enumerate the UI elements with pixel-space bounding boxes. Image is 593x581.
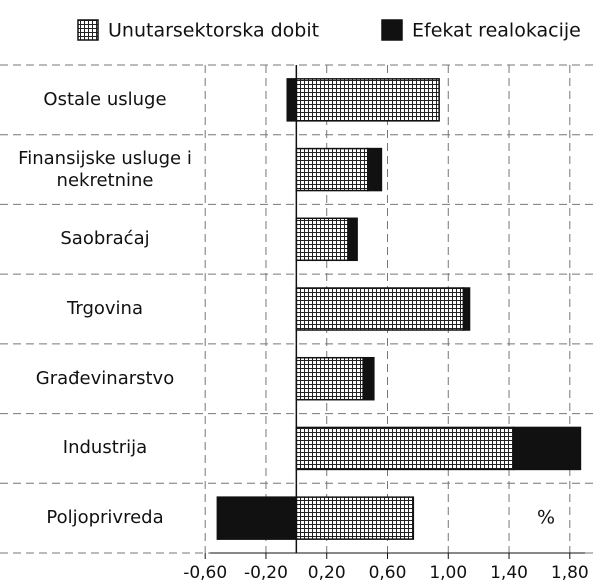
x-tick-label: 1,80: [551, 563, 589, 581]
x-tick-label: -0,20: [244, 563, 288, 581]
x-tick-label: -0,60: [183, 563, 227, 581]
bar: [295, 356, 364, 401]
bar: [286, 78, 298, 122]
bar: [216, 496, 298, 540]
bar: [512, 426, 582, 471]
x-tick-label: 1,00: [429, 563, 467, 581]
bar: [295, 147, 369, 192]
category-label: Poljoprivreda: [46, 507, 164, 529]
x-tick-label: 0,60: [369, 563, 407, 581]
x-tick-label: 0,20: [308, 563, 346, 581]
bar: [295, 496, 415, 540]
bar: [295, 78, 440, 122]
x-tick-label: 1,40: [490, 563, 528, 581]
category-label: Ostale usluge: [43, 88, 167, 110]
category-label: Saobraćaj: [60, 228, 150, 250]
category-label: Građevinarstvo: [35, 367, 175, 389]
legend-label: Efekat realokacije: [412, 20, 581, 42]
bar: [462, 287, 471, 331]
category-label: Trgovina: [67, 298, 143, 319]
bar: [295, 426, 515, 471]
category-label: Industrija: [62, 437, 148, 459]
bar: [347, 217, 358, 262]
annotation: %: [537, 507, 555, 529]
legend-swatch: [77, 19, 99, 41]
category-label: Finansijske usluge i nekretnine: [18, 147, 192, 191]
legend-label: Unutarsektorska dobit: [108, 20, 319, 42]
bar: [295, 217, 349, 262]
legend-swatch: [381, 19, 403, 41]
bar: [362, 356, 375, 401]
bar: [367, 147, 383, 192]
bar: [295, 287, 465, 331]
